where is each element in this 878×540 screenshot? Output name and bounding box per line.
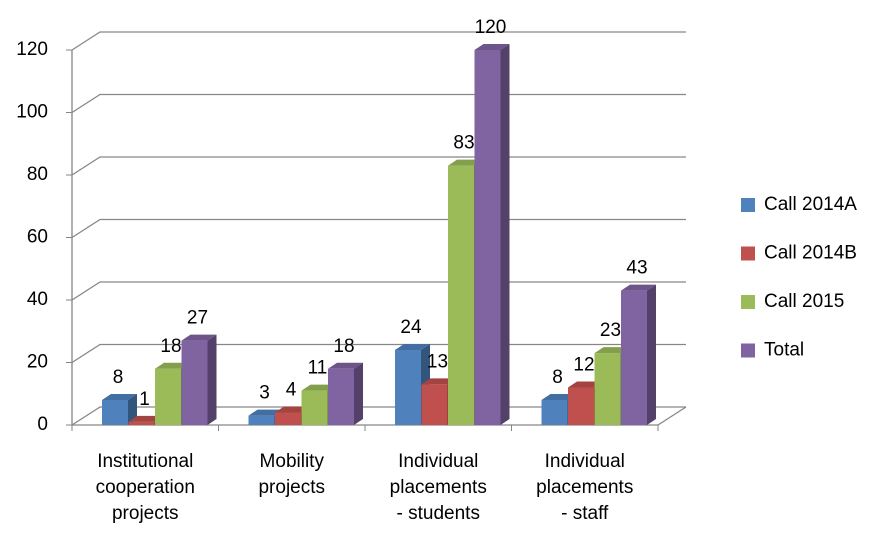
bar-front	[181, 340, 208, 425]
bar-top	[275, 406, 310, 413]
data-label: 11	[308, 358, 328, 379]
x-tick-label: Mobility projects	[258, 451, 325, 498]
bar-front	[155, 368, 181, 425]
bar	[328, 362, 363, 425]
bar-front	[328, 368, 354, 425]
grid-line	[71, 93, 686, 114]
bar	[181, 334, 217, 425]
bar-top	[474, 44, 510, 50]
data-label: 18	[160, 336, 181, 357]
legend-swatch	[741, 295, 755, 309]
x-tick-label-line: Mobility	[260, 451, 325, 472]
y-tick-label: 120	[16, 39, 48, 60]
data-label: 24	[400, 317, 422, 338]
data-label: 8	[113, 367, 124, 388]
x-tick-label: Individual placements - students	[390, 451, 487, 524]
bar-top	[421, 378, 457, 385]
bar-top	[181, 334, 217, 341]
bar-front	[448, 165, 474, 425]
bar-top	[155, 362, 190, 369]
bar-front	[128, 421, 155, 425]
bar	[474, 44, 510, 425]
y-tick-label: 40	[27, 289, 48, 310]
bar-top	[568, 381, 603, 388]
data-label: 23	[600, 320, 621, 341]
bar-top	[102, 394, 137, 400]
x-tick-label-line: placements	[536, 477, 633, 498]
bar-top	[594, 347, 630, 354]
legend-swatch	[741, 343, 755, 358]
bar	[102, 394, 137, 425]
data-label: 18	[333, 336, 354, 357]
x-tick-label-line: placements	[390, 477, 487, 498]
legend-label: Call 2014B	[764, 243, 857, 264]
data-label: 8	[552, 367, 563, 388]
bar-front	[421, 384, 448, 425]
bar-front	[102, 400, 128, 425]
legend-label: Total	[764, 340, 804, 361]
bar-top	[128, 415, 164, 422]
bar-side	[354, 362, 363, 425]
data-label: 120	[475, 17, 507, 38]
grid-line	[71, 281, 686, 301]
legend-swatch	[741, 198, 755, 212]
bar-front	[621, 290, 647, 425]
bar-side	[128, 394, 137, 425]
bar-side	[500, 44, 510, 425]
bar-front	[594, 353, 621, 425]
y-tick-label: 0	[37, 414, 48, 435]
bar	[621, 284, 656, 425]
bar	[541, 394, 577, 425]
x-tick-label-line: Institutional	[97, 451, 193, 472]
legend-swatch	[741, 246, 755, 261]
legend-label: Call 2014A	[764, 194, 857, 215]
grid-line	[71, 31, 686, 51]
data-label: 13	[427, 351, 448, 372]
bar-top	[448, 159, 483, 166]
data-label: 43	[626, 258, 647, 279]
bar-side	[647, 284, 656, 425]
bar-front	[395, 350, 421, 425]
legend-label: Call 2015	[764, 291, 844, 312]
data-label: 12	[573, 355, 594, 376]
bar-front	[568, 387, 594, 425]
x-tick-label-line: Individual	[545, 451, 625, 472]
x-tick-label-line: projects	[112, 503, 179, 524]
bar-top	[395, 344, 430, 350]
bar-front	[301, 390, 328, 425]
x-tick-label-line: projects	[258, 477, 325, 498]
x-tick-label-line: Individual	[398, 451, 478, 472]
y-tick-label: 20	[27, 352, 48, 373]
bar-front	[275, 412, 301, 425]
data-label: 1	[139, 389, 150, 410]
bar-front	[248, 415, 275, 425]
data-label: 3	[259, 383, 270, 404]
grid-line	[71, 156, 686, 176]
y-tick-label: 80	[27, 164, 48, 185]
x-tick-label: Institutional cooperation projects	[96, 451, 195, 524]
bar-side	[207, 334, 217, 425]
data-label: 4	[286, 380, 297, 401]
x-tick-label-line: - staff	[561, 503, 609, 524]
grid-line	[71, 218, 686, 239]
bar-front	[474, 50, 501, 425]
x-tick-label: Individual placements - staff	[536, 451, 633, 524]
y-tick-label: 60	[27, 227, 48, 248]
bar-top	[248, 409, 284, 416]
x-tick-label-line: cooperation	[96, 477, 195, 498]
x-tick-label-line: - students	[397, 503, 480, 524]
bar-top	[621, 284, 656, 291]
y-tick-label: 100	[16, 102, 48, 123]
data-label: 83	[453, 133, 474, 154]
bar-top	[328, 362, 363, 369]
bar-top	[541, 394, 577, 400]
bar-top	[301, 384, 337, 391]
data-label: 27	[187, 308, 208, 329]
bar-front	[541, 400, 568, 425]
